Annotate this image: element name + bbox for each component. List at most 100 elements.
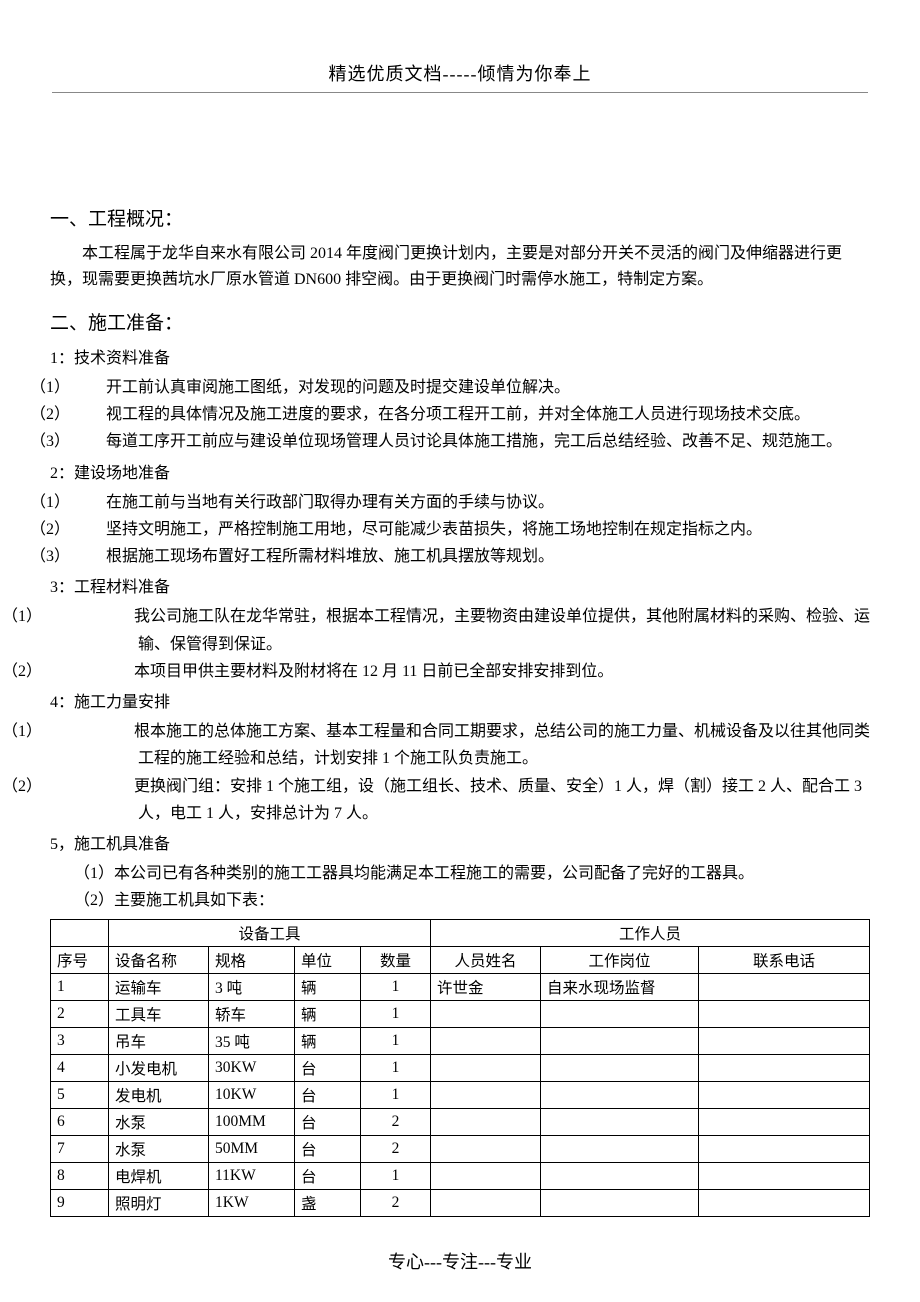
table-cell (699, 1189, 870, 1216)
list-item: （1）开工前认真审阅施工图纸，对发现的问题及时提交建设单位解决。 (50, 374, 870, 401)
table-cell (699, 1000, 870, 1027)
item-text: （2）主要施工机具如下表： (74, 892, 274, 909)
item-num: （2） (70, 516, 106, 543)
table-cell: 辆 (295, 1000, 361, 1027)
list-item: （1）在施工前与当地有关行政部门取得办理有关方面的手续与协议。 (50, 489, 870, 516)
table-cell: 6 (51, 1108, 109, 1135)
table-cell: 台 (295, 1081, 361, 1108)
table-row: 设备工具 工作人员 (51, 919, 870, 946)
table-cell: 1 (361, 1162, 431, 1189)
section1-heading: 一、工程概况： (50, 204, 870, 231)
table-cell: 辆 (295, 1027, 361, 1054)
item-text: （1）本公司已有各种类别的施工工器具均能满足本工程施工的需要，公司配备了完好的工… (74, 865, 754, 882)
table-cell: 盏 (295, 1189, 361, 1216)
list-item: （2）本项目甲供主要材料及附材将在 12 月 11 日前已全部安排安排到位。 (50, 658, 870, 685)
item-text: 根据施工现场布置好工程所需材料堆放、施工机具摆放等规划。 (106, 548, 554, 565)
table-cell (541, 1027, 699, 1054)
s2-1-title: 1：技术资料准备 (50, 345, 870, 372)
s2-3-title: 3：工程材料准备 (50, 574, 870, 601)
table-cell (431, 1081, 541, 1108)
header-rule-wrap (50, 92, 870, 94)
table-cell: 小发电机 (109, 1054, 209, 1081)
table-row: 序号 设备名称 规格 单位 数量 人员姓名 工作岗位 联系电话 (51, 946, 870, 973)
th-c7: 工作岗位 (541, 946, 699, 973)
table-cell: 2 (361, 1189, 431, 1216)
table-cell: 8 (51, 1162, 109, 1189)
s2-4-title: 4：施工力量安排 (50, 689, 870, 716)
list-item: （1）我公司施工队在龙华常驻，根据本工程情况，主要物资由建设单位提供，其他附属材… (50, 603, 870, 657)
th-c2: 设备名称 (109, 946, 209, 973)
item-text: 坚持文明施工，严格控制施工用地，尽可能减少表苗损失，将施工场地控制在规定指标之内… (106, 521, 762, 538)
th-c4: 单位 (295, 946, 361, 973)
item-num: （1） (70, 603, 134, 630)
table-cell: 4 (51, 1054, 109, 1081)
table-cell (541, 1189, 699, 1216)
table-cell: 照明灯 (109, 1189, 209, 1216)
item-text: 视工程的具体情况及施工进度的要求，在各分项工程开工前，并对全体施工人员进行现场技… (106, 406, 810, 423)
table-cell: 辆 (295, 973, 361, 1000)
table-cell (431, 1054, 541, 1081)
item-text: 每道工序开工前应与建设单位现场管理人员讨论具体施工措施，完工后总结经验、改善不足… (106, 433, 842, 450)
item-num: （1） (70, 374, 106, 401)
table-cell (699, 1108, 870, 1135)
table-cell: 100MM (209, 1108, 295, 1135)
item-num: （2） (70, 658, 134, 685)
table-cell: 9 (51, 1189, 109, 1216)
table-cell (541, 1081, 699, 1108)
section1-body: 本工程属于龙华自来水有限公司 2014 年度阀门更换计划内，主要是对部分开关不灵… (50, 241, 870, 294)
table-cell: 1 (361, 973, 431, 1000)
table-cell: 台 (295, 1135, 361, 1162)
s2-2-title: 2：建设场地准备 (50, 460, 870, 487)
table-row: 5发电机10KW台1 (51, 1081, 870, 1108)
table-cell (541, 1054, 699, 1081)
table-cell (541, 1135, 699, 1162)
table-cell: 2 (361, 1135, 431, 1162)
table-cell: 2 (51, 1000, 109, 1027)
item-num: （3） (70, 428, 106, 455)
item-text: 在施工前与当地有关行政部门取得办理有关方面的手续与协议。 (106, 494, 554, 511)
section2-heading: 二、施工准备： (50, 308, 870, 335)
table-cell: 10KW (209, 1081, 295, 1108)
th-c6: 人员姓名 (431, 946, 541, 973)
footer: 专心---专注---专业 (0, 1248, 920, 1274)
table-cell: 5 (51, 1081, 109, 1108)
table-cell (699, 1081, 870, 1108)
table-row: 6水泵100MM台2 (51, 1108, 870, 1135)
list-item: （2）更换阀门组：安排 1 个施工组，设（施工组长、技术、质量、安全）1 人，焊… (50, 773, 870, 827)
table-cell: 台 (295, 1108, 361, 1135)
table-row: 8电焊机11KW台1 (51, 1162, 870, 1189)
table-cell: 35 吨 (209, 1027, 295, 1054)
table-cell: 水泵 (109, 1108, 209, 1135)
table-cell: 台 (295, 1162, 361, 1189)
table-cell: 30KW (209, 1054, 295, 1081)
equipment-table: 设备工具 工作人员 序号 设备名称 规格 单位 数量 人员姓名 工作岗位 联系电… (50, 919, 870, 1217)
table-cell: 台 (295, 1054, 361, 1081)
footer-text: 专心---专注---专业 (388, 1252, 532, 1272)
table-cell: 1 (361, 1027, 431, 1054)
table-cell: 50MM (209, 1135, 295, 1162)
table-cell (699, 1027, 870, 1054)
item-text: 本项目甲供主要材料及附材将在 12 月 11 日前已全部安排安排到位。 (134, 663, 613, 680)
item-text: 更换阀门组：安排 1 个施工组，设（施工组长、技术、质量、安全）1 人，焊（割）… (134, 778, 862, 822)
table-cell: 11KW (209, 1162, 295, 1189)
header-rule (52, 92, 868, 94)
table-cell (431, 1000, 541, 1027)
table-cell: 工具车 (109, 1000, 209, 1027)
item-num: （2） (70, 773, 134, 800)
table-row: 7水泵50MM台2 (51, 1135, 870, 1162)
th-c1: 序号 (51, 946, 109, 973)
table-row: 3吊车35 吨辆1 (51, 1027, 870, 1054)
table-cell (431, 1135, 541, 1162)
table-cell (431, 1162, 541, 1189)
header: 精选优质文档-----倾情为你奉上 (50, 60, 870, 94)
header-title: 精选优质文档-----倾情为你奉上 (50, 60, 870, 86)
table-cell: 1 (51, 973, 109, 1000)
list-item: （2）坚持文明施工，严格控制施工用地，尽可能减少表苗损失，将施工场地控制在规定指… (50, 516, 870, 543)
item-num: （2） (70, 401, 106, 428)
list-item: （1）本公司已有各种类别的施工工器具均能满足本工程施工的需要，公司配备了完好的工… (50, 860, 870, 887)
content: 一、工程概况： 本工程属于龙华自来水有限公司 2014 年度阀门更换计划内，主要… (50, 204, 870, 1217)
item-text: 开工前认真审阅施工图纸，对发现的问题及时提交建设单位解决。 (106, 379, 570, 396)
table-cell: 运输车 (109, 973, 209, 1000)
table-cell (431, 1189, 541, 1216)
table-cell (431, 1027, 541, 1054)
